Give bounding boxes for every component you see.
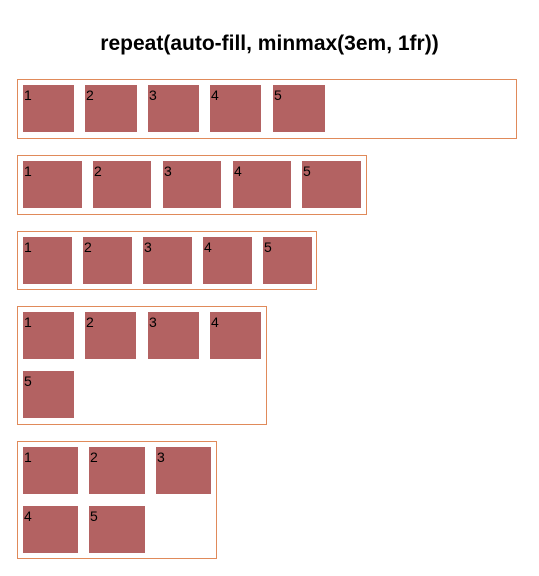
grid-item: 5 <box>273 85 325 132</box>
grid-container-4: 1 2 3 4 5 <box>17 306 267 425</box>
grid-item: 4 <box>210 85 261 132</box>
grid-item: 1 <box>23 161 82 208</box>
grid-item: 5 <box>23 371 74 418</box>
grid-item: 2 <box>85 312 136 359</box>
grid-item: 5 <box>302 161 361 208</box>
grid-item: 5 <box>263 237 312 284</box>
grid-item: 1 <box>23 447 78 494</box>
page-title: repeat(auto-fill, minmax(3em, 1fr)) <box>100 32 439 55</box>
grid-item: 2 <box>83 237 132 284</box>
grid-item: 2 <box>93 161 151 208</box>
grid-item: 3 <box>156 447 211 494</box>
grid-item: 3 <box>163 161 221 208</box>
grid-container-5: 1 2 3 4 5 <box>17 441 217 559</box>
grid-item: 3 <box>143 237 192 284</box>
grid-item: 4 <box>210 312 261 359</box>
grid-item: 5 <box>89 506 145 553</box>
grid-item: 2 <box>85 85 137 132</box>
grid-container-2: 1 2 3 4 5 <box>17 155 367 215</box>
grid-item: 4 <box>203 237 252 284</box>
grid-item: 1 <box>23 312 74 359</box>
grid-item: 1 <box>23 237 72 284</box>
grid-container-3: 1 2 3 4 5 <box>17 231 317 290</box>
grid-container-1: 1 2 3 4 5 <box>17 79 517 139</box>
grid-item: 2 <box>89 447 145 494</box>
grid-item: 3 <box>148 85 199 132</box>
grid-item: 4 <box>23 506 78 553</box>
grid-item: 3 <box>148 312 199 359</box>
grid-item: 4 <box>233 161 291 208</box>
grid-item: 1 <box>23 85 74 132</box>
